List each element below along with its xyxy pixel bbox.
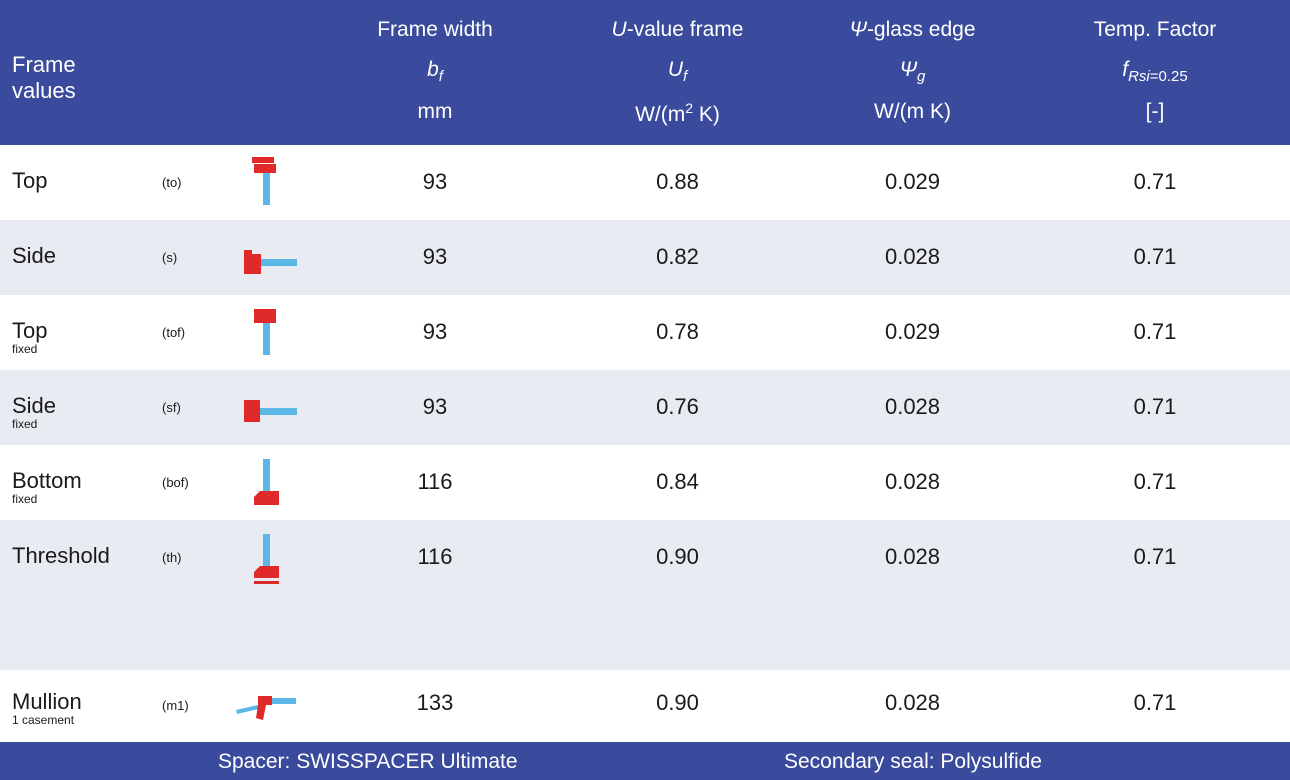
table-row: Threshold (th) 116 0.90 0.028 0.71 xyxy=(0,520,1290,595)
uf-value: 0.82 xyxy=(656,244,699,269)
table-row: Top fixed (tof) 93 0.78 0.029 0.71 xyxy=(0,295,1290,370)
col-unit: mm xyxy=(417,100,453,123)
row-code: (s) xyxy=(162,250,178,265)
frame-width-value: 116 xyxy=(417,544,453,569)
col-psi-header: Ψ-glass edge Ψg W/(m K) xyxy=(800,0,1025,145)
psi-value: 0.028 xyxy=(884,244,941,269)
row-code: (to) xyxy=(162,175,182,190)
row-code: (sf) xyxy=(162,400,181,415)
col-temp-factor-header: Temp. Factor fRsi=0.25 [-] xyxy=(1040,0,1270,145)
psi-value: 0.028 xyxy=(884,690,941,715)
col-title: Frame width xyxy=(377,18,493,41)
row-label-line1: Frame xyxy=(12,52,76,77)
row-label-line2: values xyxy=(12,78,76,103)
secondary-seal-info: Secondary seal: Polysulfide xyxy=(784,750,1042,773)
table-row: Mullion 1 casement (m1) 133 0.90 0.028 0.… xyxy=(0,670,1290,742)
profile-side-icon xyxy=(244,250,297,274)
frsi-value: 0.71 xyxy=(1133,169,1177,194)
row-code: (m1) xyxy=(162,698,189,713)
profile-top-icon xyxy=(252,157,276,205)
profile-side-fixed-icon xyxy=(244,400,297,422)
frame-width-value: 93 xyxy=(422,319,448,344)
row-code: (tof) xyxy=(162,325,186,340)
frsi-value: 0.71 xyxy=(1133,394,1177,419)
col-title: Ψ-glass edge xyxy=(849,18,976,41)
profile-bottom-fixed-icon xyxy=(254,459,279,505)
col-symbol: bf xyxy=(427,58,443,85)
col-uvalue-header: U-value frame Uf W/(m2 K) xyxy=(560,0,795,145)
row-name: Side fixed xyxy=(12,393,57,431)
row-label-header: Frame values xyxy=(12,52,76,104)
uf-value: 0.90 xyxy=(656,544,699,569)
row-code: (bof) xyxy=(162,475,189,490)
frsi-value: 0.71 xyxy=(1133,469,1177,494)
frame-width-value: 93 xyxy=(422,169,448,194)
frame-width-value: 93 xyxy=(422,244,448,269)
col-symbol: Ψg xyxy=(899,58,926,85)
col-symbol: fRsi=0.25 xyxy=(1122,58,1188,85)
profile-threshold-icon xyxy=(254,534,279,584)
psi-value: 0.029 xyxy=(884,169,941,194)
frame-width-value: 116 xyxy=(417,469,453,494)
row-separator-band xyxy=(0,595,1290,670)
table-row: Side fixed (sf) 93 0.76 0.028 0.71 xyxy=(0,370,1290,445)
row-name: Mullion 1 casement xyxy=(12,689,82,727)
psi-value: 0.028 xyxy=(884,469,941,494)
frsi-value: 0.71 xyxy=(1133,244,1177,269)
col-title: U-value frame xyxy=(611,18,744,41)
profile-top-fixed-icon xyxy=(254,309,276,355)
table-header: Frame values Frame width bf mm U-value f… xyxy=(0,0,1290,145)
col-title: Temp. Factor xyxy=(1093,18,1217,41)
table-row: Side (s) 93 0.82 0.028 0.71 xyxy=(0,220,1290,295)
uf-value: 0.84 xyxy=(656,469,699,494)
uf-value: 0.78 xyxy=(656,319,699,344)
uf-value: 0.90 xyxy=(656,690,699,715)
table-row: Top (to) 93 0.88 0.029 0.71 xyxy=(0,145,1290,220)
row-code: (th) xyxy=(162,550,182,565)
col-frame-width-header: Frame width bf mm xyxy=(320,0,550,145)
row-name: Side xyxy=(12,243,57,268)
uf-value: 0.76 xyxy=(656,394,699,419)
table-row: Bottom fixed (bof) 116 0.84 0.028 0.71 xyxy=(0,445,1290,520)
col-unit: [-] xyxy=(1145,100,1165,123)
spacer-info: Spacer: SWISSPACER Ultimate xyxy=(218,750,518,773)
col-symbol: Uf xyxy=(667,58,688,85)
row-name: Threshold xyxy=(12,543,110,568)
psi-value: 0.028 xyxy=(884,544,941,569)
row-name: Top xyxy=(12,168,48,193)
frsi-value: 0.71 xyxy=(1133,544,1177,569)
frsi-value: 0.71 xyxy=(1133,690,1177,715)
row-name: Top fixed xyxy=(12,318,48,356)
uf-value: 0.88 xyxy=(656,169,699,194)
psi-value: 0.029 xyxy=(884,319,941,344)
frame-width-value: 133 xyxy=(416,690,454,715)
frame-width-value: 93 xyxy=(422,394,448,419)
col-unit: W/(m K) xyxy=(874,100,951,123)
psi-value: 0.028 xyxy=(884,394,941,419)
frsi-value: 0.71 xyxy=(1133,319,1177,344)
row-name: Bottom fixed xyxy=(12,468,82,506)
table-footer: Spacer: SWISSPACER Ultimate Secondary se… xyxy=(0,742,1290,780)
col-unit: W/(m2 K) xyxy=(635,100,720,126)
profile-mullion-icon xyxy=(236,696,296,720)
